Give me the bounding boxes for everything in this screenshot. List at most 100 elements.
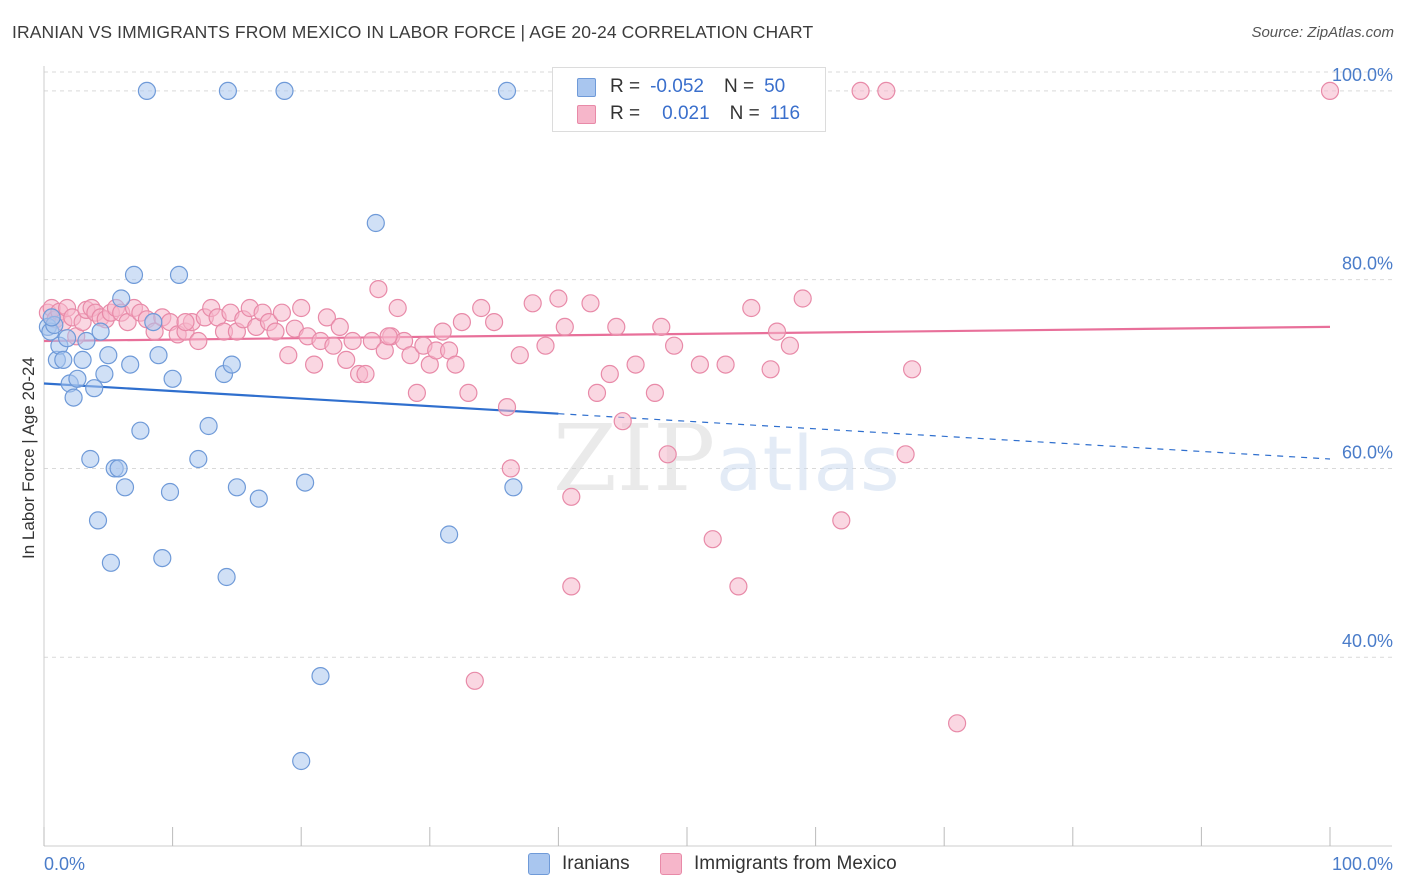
trend-line-iranians [43,382,559,415]
point-mexico [305,355,324,374]
point-iranians [311,666,330,686]
point-iranians [163,369,182,388]
point-mexico [780,336,800,355]
point-iranians [124,265,144,284]
point-mexico [433,322,452,341]
point-mexico [555,317,574,336]
point-iranians [95,364,114,384]
point-mexico [896,445,915,464]
point-mexico [767,322,787,341]
point-iranians [64,388,83,407]
y-tick-label: 100.0% [1332,65,1393,85]
point-iranians [81,449,100,469]
point-mexico [902,360,922,379]
point-iranians [42,308,61,327]
point-iranians [153,548,172,568]
point-iranians [249,489,268,508]
axis-labels: 40.0% 60.0% 80.0% 100.0% 0.0% 100.0% In Labor … [19,65,1393,874]
point-iranians [101,553,121,572]
y-tick-label: 60.0% [1342,442,1393,462]
point-mexico [652,317,671,336]
point-iranians [131,421,150,440]
point-mexico [690,355,710,374]
point-mexico [716,355,735,374]
chart-source: Source: ZipAtlas.com [1251,24,1394,41]
point-iranians [137,81,156,101]
point-mexico [562,487,581,506]
point-iranians [149,346,168,365]
point-iranians [275,81,294,101]
point-mexico [189,331,208,351]
legend-row-iranians: R = -0.052 N = 50 [577,75,785,99]
point-iranians [292,751,311,771]
y-tick-label: 80.0% [1342,254,1393,274]
point-iranians [504,478,523,497]
point-iranians [160,482,180,502]
point-mexico [337,350,356,369]
legend-r-value: 0.021 [662,103,710,124]
point-mexico [761,360,780,379]
point-mexico [356,364,375,384]
point-iranians [497,81,517,101]
point-mexico [266,322,285,341]
point-mexico [851,81,870,101]
legend-r-label: R = [610,103,641,124]
legend-r-value: -0.052 [650,76,704,97]
point-iranians [77,331,96,351]
point-iranians [169,265,189,284]
point-iranians [144,313,163,332]
point-iranians [109,459,128,478]
point-mexico [510,346,529,365]
point-mexico [497,398,517,417]
trend-line-iranians-extension [558,413,1331,460]
bottom-legend-iranians: Iranians [528,852,630,876]
point-mexico [549,289,568,308]
legend-n-value: 116 [769,103,801,124]
trend-lines [43,325,1331,460]
point-mexico [877,81,896,101]
point-iranians [68,369,87,388]
point-mexico [581,294,600,313]
axes [43,66,1392,847]
point-mexico [272,303,291,322]
correlation-legend: R = -0.052 N = 50 R = 0.021 N = 116 [552,67,826,132]
point-mexico [613,412,632,431]
point-mexico [523,294,542,313]
point-iranians [115,478,135,497]
legend-row-mexico: R = 0.021 N = 116 [577,102,800,126]
chart-title: IRANIAN VS IMMIGRANTS FROM MEXICO IN LAB… [12,22,814,42]
point-mexico [600,364,619,384]
point-mexico [362,331,381,351]
point-iranians [54,350,73,369]
point-iranians [88,511,108,530]
point-mexico [176,313,195,332]
point-mexico [459,383,478,402]
legend-n-value: 50 [764,76,786,97]
y-axis-title: In Labor Force | Age 20-24 [19,357,38,559]
point-iranians [366,213,385,233]
point-mexico [626,355,645,374]
point-mexico [343,331,362,351]
bottom-legend-swatch-pink [660,853,682,875]
point-mexico [407,383,426,402]
point-mexico [472,298,491,318]
point-mexico [664,336,684,355]
point-mexico [658,445,677,464]
bottom-legend-label-mexico: Immigrants from Mexico [694,853,897,874]
point-mexico [1320,81,1340,101]
point-iranians [91,322,110,341]
point-mexico [947,714,967,733]
point-iranians [73,350,92,369]
watermark-zip: ZIP [553,405,715,512]
legend-swatch-pink [577,104,596,124]
watermark-atlas: atlas [716,419,900,508]
point-mexico [279,346,298,365]
point-mexico [832,511,851,530]
point-mexico [324,336,343,355]
point-iranians [121,355,140,374]
bottom-legend-swatch-blue [528,853,550,875]
point-mexico [729,577,748,596]
point-iranians [296,473,315,492]
point-mexico [607,317,626,336]
